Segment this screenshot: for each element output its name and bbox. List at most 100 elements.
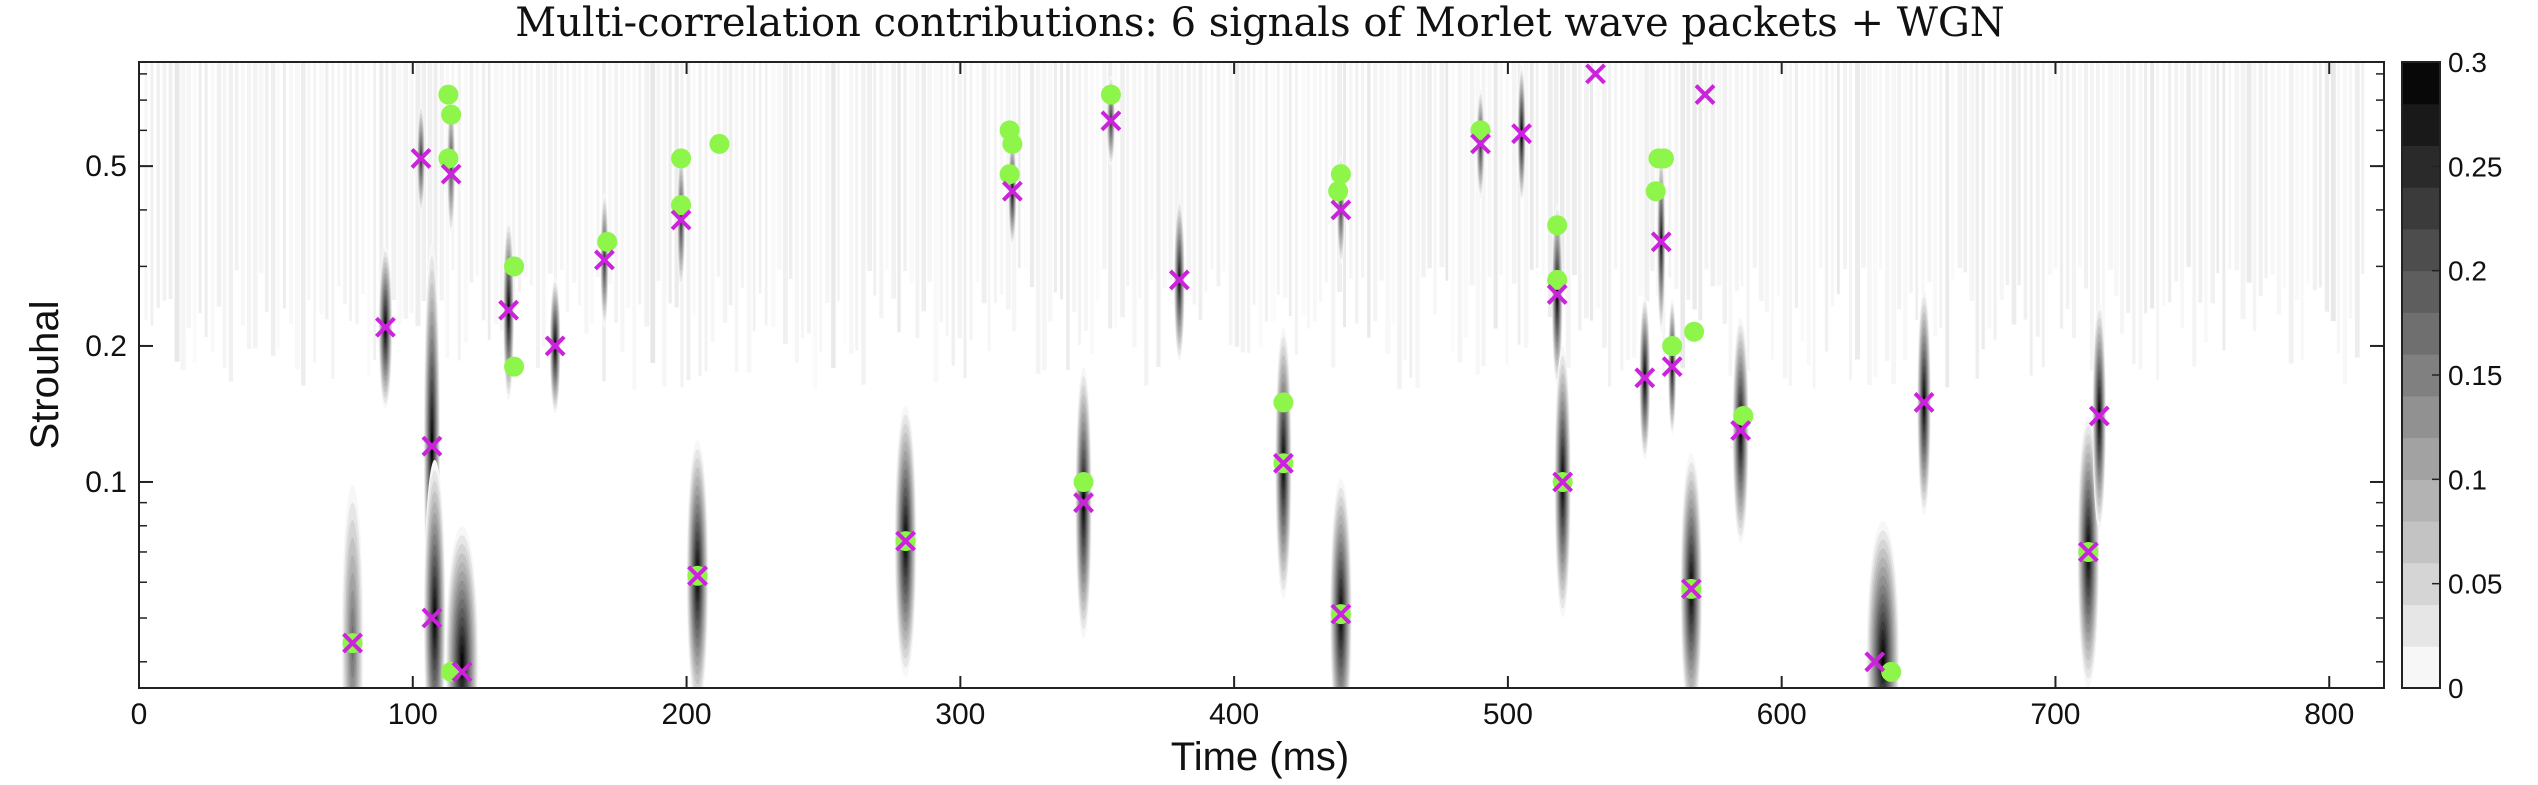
noise-streak (1487, 62, 1492, 277)
noise-streak (2318, 62, 2322, 288)
noise-streak (1150, 62, 1154, 280)
x-tick-label: 800 (2304, 698, 2354, 731)
noise-streak (373, 62, 377, 361)
noise-streak (1306, 62, 1311, 329)
colorbar: 0 0.05 0.1 0.15 0.2 0.25 0.3 (2401, 47, 2503, 704)
noise-streak (933, 62, 939, 383)
noise-streak (505, 62, 511, 370)
noise-streak (1523, 62, 1529, 348)
noise-streak (144, 62, 148, 320)
noise-streak (409, 62, 414, 314)
noise-streak (656, 62, 661, 281)
noise-streak (499, 62, 504, 331)
noise-streak (704, 62, 708, 372)
noise-streak (2023, 62, 2028, 320)
noise-streak (987, 62, 991, 352)
noise-streak (1084, 62, 1089, 332)
noise-streak (1915, 62, 1919, 320)
noise-streak (746, 62, 752, 373)
noise-streak (481, 62, 486, 321)
noise-streak (596, 62, 600, 277)
noise-streak (1963, 62, 1968, 273)
noise-streak (867, 62, 873, 272)
noise-streak (1059, 62, 1064, 300)
noise-streak (1132, 62, 1137, 348)
noise-streak (1596, 62, 1601, 308)
data-point-x (1001, 180, 1023, 202)
noise-streak (156, 62, 160, 309)
noise-streak (240, 62, 245, 326)
noise-streak (1614, 62, 1617, 269)
colorbar-levels (2402, 62, 2440, 689)
noise-streak (1162, 62, 1167, 289)
noise-streak (632, 62, 637, 390)
noise-streak (1072, 62, 1077, 313)
noise-streak (758, 62, 762, 294)
y-axis: 0.1 0.2 0.5 (85, 73, 2384, 663)
noise-streak (2228, 62, 2232, 269)
noise-streak (939, 62, 944, 323)
noise-streak (1704, 62, 1709, 270)
noise-streak (825, 62, 830, 304)
data-point-circle (1684, 321, 1705, 342)
noise-streak (2300, 62, 2304, 361)
noise-streak (1620, 62, 1624, 371)
noise-streak (331, 62, 335, 380)
data-point-circle (1273, 392, 1294, 413)
noise-streak (1066, 62, 1070, 371)
noise-streak (1957, 62, 1963, 268)
noise-streak (535, 62, 541, 368)
noise-streak (355, 62, 359, 325)
noise-streak (2053, 62, 2058, 269)
chart-title: Multi-correlation contributions: 6 signa… (515, 0, 2005, 46)
noise-streak (927, 62, 932, 283)
noise-streak (554, 62, 557, 348)
x-tick-label: 400 (1209, 698, 1259, 731)
data-point-circle (438, 148, 459, 169)
noise-streak (1138, 62, 1142, 299)
data-point-x (594, 249, 615, 271)
data-point-circle (671, 148, 692, 169)
noise-streak (319, 62, 324, 315)
noise-streak (1029, 62, 1035, 288)
noise-streak (1644, 62, 1650, 302)
noise-streak (1559, 62, 1565, 293)
noise-streak (487, 62, 491, 340)
data-point-circle (1547, 215, 1568, 236)
noise-streak (1830, 62, 1834, 307)
noise-streak (222, 62, 227, 368)
noise-streak (1710, 62, 1716, 287)
noise-streak (2035, 62, 2040, 337)
data-point-x (440, 163, 462, 185)
noise-streak (1951, 62, 1955, 280)
noise-streak (1463, 62, 1469, 338)
noise-streak (307, 62, 311, 301)
y-tick-label: 0.2 (85, 330, 127, 363)
noise-streak (740, 62, 744, 288)
noise-streak (2144, 62, 2148, 314)
noise-streak (909, 62, 914, 283)
colorbar-tick-label: 0.3 (2448, 47, 2487, 78)
noise-streak (1511, 62, 1517, 284)
noise-streak (2150, 62, 2155, 309)
colorbar-tick-label: 0.1 (2448, 464, 2487, 495)
noise-streak (728, 62, 733, 306)
heatmap-blob (423, 459, 446, 688)
noise-streak (716, 62, 721, 277)
noise-streak (1746, 62, 1750, 371)
noise-streak (2361, 62, 2365, 275)
noise-streak (969, 62, 973, 341)
noise-streak (626, 62, 631, 309)
noise-streak (1427, 62, 1432, 269)
noise-streak (2017, 62, 2021, 286)
noise-streak (1475, 62, 1481, 375)
noise-streak (1770, 62, 1774, 360)
noise-streak (1234, 62, 1240, 347)
noise-streak (2222, 62, 2226, 351)
noise-streak (289, 62, 294, 324)
noise-streak (1023, 62, 1028, 269)
noise-streak (849, 62, 854, 355)
noise-streak (897, 62, 901, 333)
noise-streak (2240, 62, 2246, 320)
data-point-x (1634, 367, 1656, 389)
